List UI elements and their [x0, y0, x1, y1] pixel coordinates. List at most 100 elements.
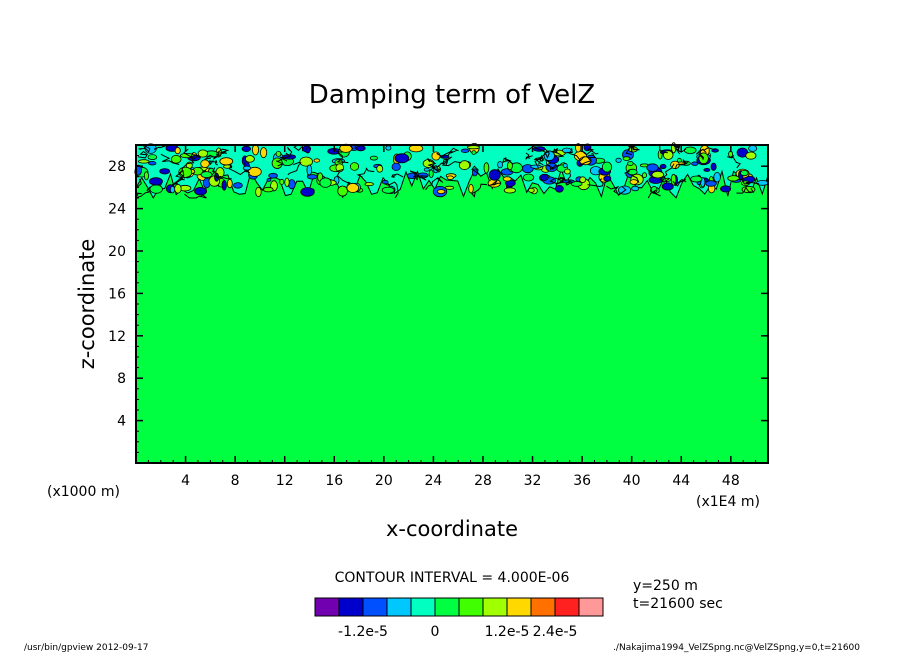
contour-blob — [663, 150, 674, 160]
colorbar-bin — [506, 597, 532, 617]
contour-line — [695, 147, 715, 155]
contour-blob — [756, 180, 769, 186]
contour-blob — [530, 164, 542, 169]
contour-blob — [555, 185, 564, 193]
contour-blob — [740, 170, 749, 177]
contour-line — [736, 186, 755, 194]
contour-blob — [355, 145, 366, 152]
contour-blob — [471, 150, 477, 155]
contour-blob — [148, 177, 163, 186]
contour-blob — [170, 155, 182, 164]
contour-blob — [391, 162, 401, 171]
contour-line — [527, 144, 550, 154]
contour-blob — [266, 177, 272, 182]
contour-line — [737, 179, 760, 185]
colorbar-bin — [482, 597, 508, 617]
contour-blob — [603, 175, 612, 182]
y-tick-label: 8 — [117, 371, 126, 387]
contour-line — [674, 159, 689, 170]
contour-line — [446, 149, 457, 157]
x-tick-label: 4 — [181, 473, 190, 489]
contour-blob — [381, 186, 395, 194]
contour-line — [502, 157, 514, 165]
contour-line — [566, 148, 585, 162]
contour-blob — [174, 147, 181, 155]
contour-blob — [268, 172, 278, 179]
contour-blob — [683, 146, 697, 154]
contour-blob — [703, 167, 711, 172]
colorbar-bin — [434, 597, 460, 617]
contour-blob — [138, 159, 150, 164]
contour-blob — [488, 169, 501, 181]
contour-line — [190, 151, 202, 161]
contour-blob — [219, 157, 234, 166]
contour-blob — [539, 173, 549, 181]
contour-line — [487, 179, 502, 187]
colorbar-bin — [386, 597, 412, 617]
contour-blob — [241, 145, 252, 152]
contour-line — [727, 155, 741, 169]
contour-blob — [255, 186, 262, 198]
y-tick-label: 16 — [108, 286, 126, 302]
contour-blob — [200, 171, 213, 179]
colorbar-bin — [554, 597, 580, 617]
contour-blob — [299, 156, 313, 167]
contour-blob — [458, 160, 471, 171]
contour-line — [436, 147, 459, 159]
contour-blob — [300, 187, 315, 197]
x-axis-label: x-coordinate — [386, 517, 518, 541]
contour-line — [534, 156, 544, 169]
contour-blob — [251, 144, 259, 156]
contour-blob — [631, 185, 640, 192]
contour-blob — [423, 167, 430, 172]
contour-blob — [727, 175, 740, 182]
contour-line — [335, 150, 349, 164]
contour-blob — [436, 189, 446, 195]
contour-blob — [143, 171, 149, 181]
contour-blob — [748, 144, 758, 152]
field-background — [136, 145, 768, 463]
contour-blob — [159, 168, 171, 175]
contour-blob — [446, 175, 454, 180]
contour-blob — [642, 172, 647, 179]
y-tick-label: 28 — [108, 159, 126, 175]
contour-blob — [364, 182, 374, 187]
contour-blob — [646, 163, 659, 172]
contour-line — [171, 177, 185, 186]
contour-blob — [562, 163, 568, 168]
contour-blob — [385, 145, 392, 151]
y-tick-label: 24 — [108, 202, 126, 218]
contour-blob — [691, 161, 699, 166]
contour-line — [212, 167, 232, 180]
contour-line — [160, 153, 180, 165]
contour-blob — [174, 183, 182, 194]
contour-blob — [564, 168, 571, 175]
contour-line — [215, 148, 230, 154]
colorbar — [314, 597, 604, 617]
x-unit-label: (x1000 m) — [47, 484, 120, 500]
contour-line — [587, 178, 604, 188]
x-tick-label: 8 — [231, 473, 240, 489]
contour-line — [383, 181, 399, 199]
contour-line — [625, 144, 636, 155]
contour-blob — [319, 177, 332, 188]
contour-blob — [232, 182, 243, 189]
contour-line — [557, 176, 567, 182]
x-tick-label: 44 — [672, 473, 690, 489]
contour-blob — [349, 162, 360, 171]
x-tick-label: 48 — [722, 473, 740, 489]
contour-line — [697, 150, 705, 160]
contour-line — [659, 163, 675, 183]
contour-blob — [244, 155, 255, 163]
contour-line — [287, 161, 302, 176]
contour-blob — [528, 187, 535, 193]
colorbar-bin — [314, 597, 340, 617]
contour-line — [208, 160, 218, 166]
contour-line — [624, 170, 640, 184]
contour-blob — [260, 147, 268, 159]
contour-blob — [571, 181, 583, 187]
contour-line — [606, 185, 627, 196]
contour-blob — [659, 163, 667, 169]
contour-blob — [444, 185, 455, 190]
contour-blob — [601, 161, 613, 173]
